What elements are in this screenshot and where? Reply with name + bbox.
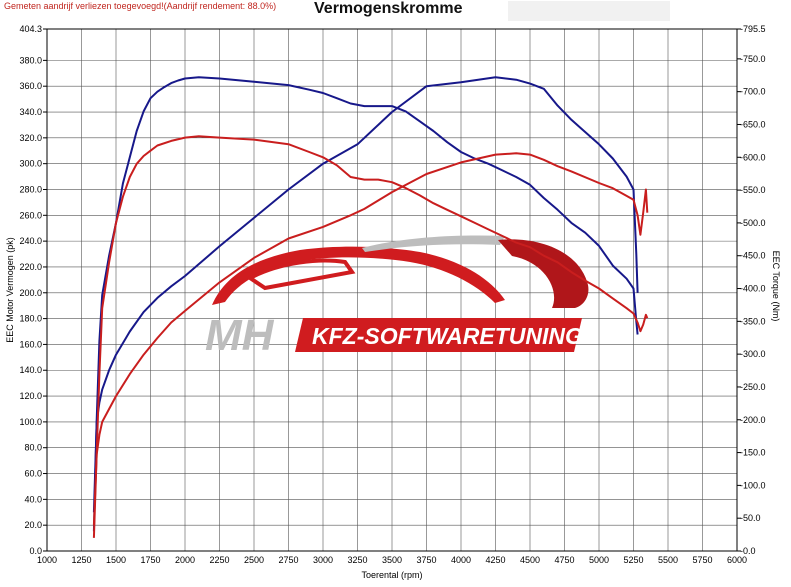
y2-tick-label: -0.0 (740, 546, 756, 556)
y-tick-label: 80.0 (24, 443, 42, 453)
x-tick-label: 1000 (37, 555, 57, 565)
x-tick-label: 3750 (416, 555, 436, 565)
x-tick-label: 5250 (623, 555, 643, 565)
y-tick-label: 160.0 (19, 339, 42, 349)
series-line-3 (92, 135, 649, 538)
y-tick-label: 404.3 (19, 24, 42, 34)
y-tick-label: 120.0 (19, 391, 42, 401)
y-tick-label: 240.0 (19, 236, 42, 246)
y2-tick-label: -150.0 (740, 448, 766, 458)
x-tick-label: 6000 (727, 555, 747, 565)
series-line-4 (92, 152, 649, 526)
y-tick-label: 0.0 (29, 546, 42, 556)
x-axis-label: Toerental (rpm) (361, 570, 422, 580)
y2-tick-label: -795.5 (740, 24, 766, 34)
y-tick-label: 200.0 (19, 288, 42, 298)
car-window-shape (246, 258, 356, 291)
right-y-axis-ticks: -795.5 -750.0 -700.0 -650.0 -600.0 -550.0 -500… (737, 24, 766, 556)
x-tick-label: 3250 (347, 555, 367, 565)
x-tick-label: 3500 (382, 555, 402, 565)
y-tick-label: 180.0 (19, 314, 42, 324)
header-grey-panel (508, 1, 670, 21)
watermark-red-banner (295, 318, 582, 352)
x-tick-label: 1250 (71, 555, 91, 565)
y2-tick-label: -700.0 (740, 87, 766, 97)
y2-tick-label: -100.0 (740, 480, 766, 490)
drive-loss-note: Gemeten aandrijf verliezen toegevoegd!(A… (4, 1, 277, 11)
chart-title: Vermogenskromme (314, 0, 463, 17)
x-axis-ticks: 1000 1250 1500 1750 2000 2250 2500 2750 3000 3250… (37, 555, 747, 565)
y-tick-label: 20.0 (24, 520, 42, 530)
x-tick-label: 2500 (244, 555, 264, 565)
y-tick-label: 140.0 (19, 365, 42, 375)
x-tick-label: 2750 (278, 555, 298, 565)
x-tick-label: 2250 (209, 555, 229, 565)
left-y-axis-label: EEC Motor Vermogen (pk) (5, 237, 15, 343)
y2-tick-label: -350.0 (740, 316, 766, 326)
y2-tick-label: -400.0 (740, 284, 766, 294)
y-tick-label: 340.0 (19, 107, 42, 117)
y-tick-label: 280.0 (19, 184, 42, 194)
x-tick-label: 3000 (313, 555, 333, 565)
series-line-2 (92, 76, 639, 513)
x-tick-label: 4250 (485, 555, 505, 565)
x-tick-label: 5000 (589, 555, 609, 565)
y2-tick-label: -550.0 (740, 185, 766, 195)
y2-tick-label: -500.0 (740, 218, 766, 228)
y-tick-label: 320.0 (19, 133, 42, 143)
car-wheel-arch (498, 239, 589, 308)
series-line-1 (92, 76, 639, 532)
x-tick-label: 1750 (140, 555, 160, 565)
y-tick-label: 40.0 (24, 494, 42, 504)
y2-tick-label: -600.0 (740, 152, 766, 162)
plot-frame (46, 28, 738, 552)
left-y-axis-ticks: 404.3 380.0 360.0 340.0 320.0 300.0 280.0 260.0… (19, 24, 47, 556)
x-tick-label: 4750 (554, 555, 574, 565)
y2-tick-label: -750.0 (740, 54, 766, 64)
right-y-axis-label: EEC Torque (Nm) (771, 251, 781, 322)
x-tick-label: 5750 (692, 555, 712, 565)
y2-tick-label: -650.0 (740, 119, 766, 129)
watermark-brand-text: KFZ-SOFTWARETUNING (312, 323, 583, 349)
car-grey-roof (362, 235, 505, 252)
mh-logo-watermark: MH KFZ-SOFTWARETUNING (205, 235, 589, 360)
y-tick-label: 380.0 (19, 55, 42, 65)
car-swoosh-shape (212, 246, 505, 305)
y-tick-label: 220.0 (19, 262, 42, 272)
y2-tick-label: -200.0 (740, 415, 766, 425)
axis-labels: Toerental (rpm) EEC Motor Vermogen (pk) … (5, 237, 781, 580)
x-tick-label: 2000 (175, 555, 195, 565)
watermark-mh-text: MH (205, 311, 275, 360)
y2-tick-label: -250.0 (740, 382, 766, 392)
x-tick-label: 5500 (658, 555, 678, 565)
y2-tick-label: -450.0 (740, 251, 766, 261)
chart-series (92, 76, 649, 538)
y-tick-label: 100.0 (19, 417, 42, 427)
y2-tick-label: -50.0 (740, 513, 761, 523)
y-tick-label: 300.0 (19, 159, 42, 169)
x-tick-label: 4500 (520, 555, 540, 565)
y-tick-label: 60.0 (24, 469, 42, 479)
x-tick-label: 1500 (106, 555, 126, 565)
y-tick-label: 360.0 (19, 81, 42, 91)
x-tick-label: 4000 (451, 555, 471, 565)
y2-tick-label: -300.0 (740, 349, 766, 359)
y-tick-label: 260.0 (19, 210, 42, 220)
